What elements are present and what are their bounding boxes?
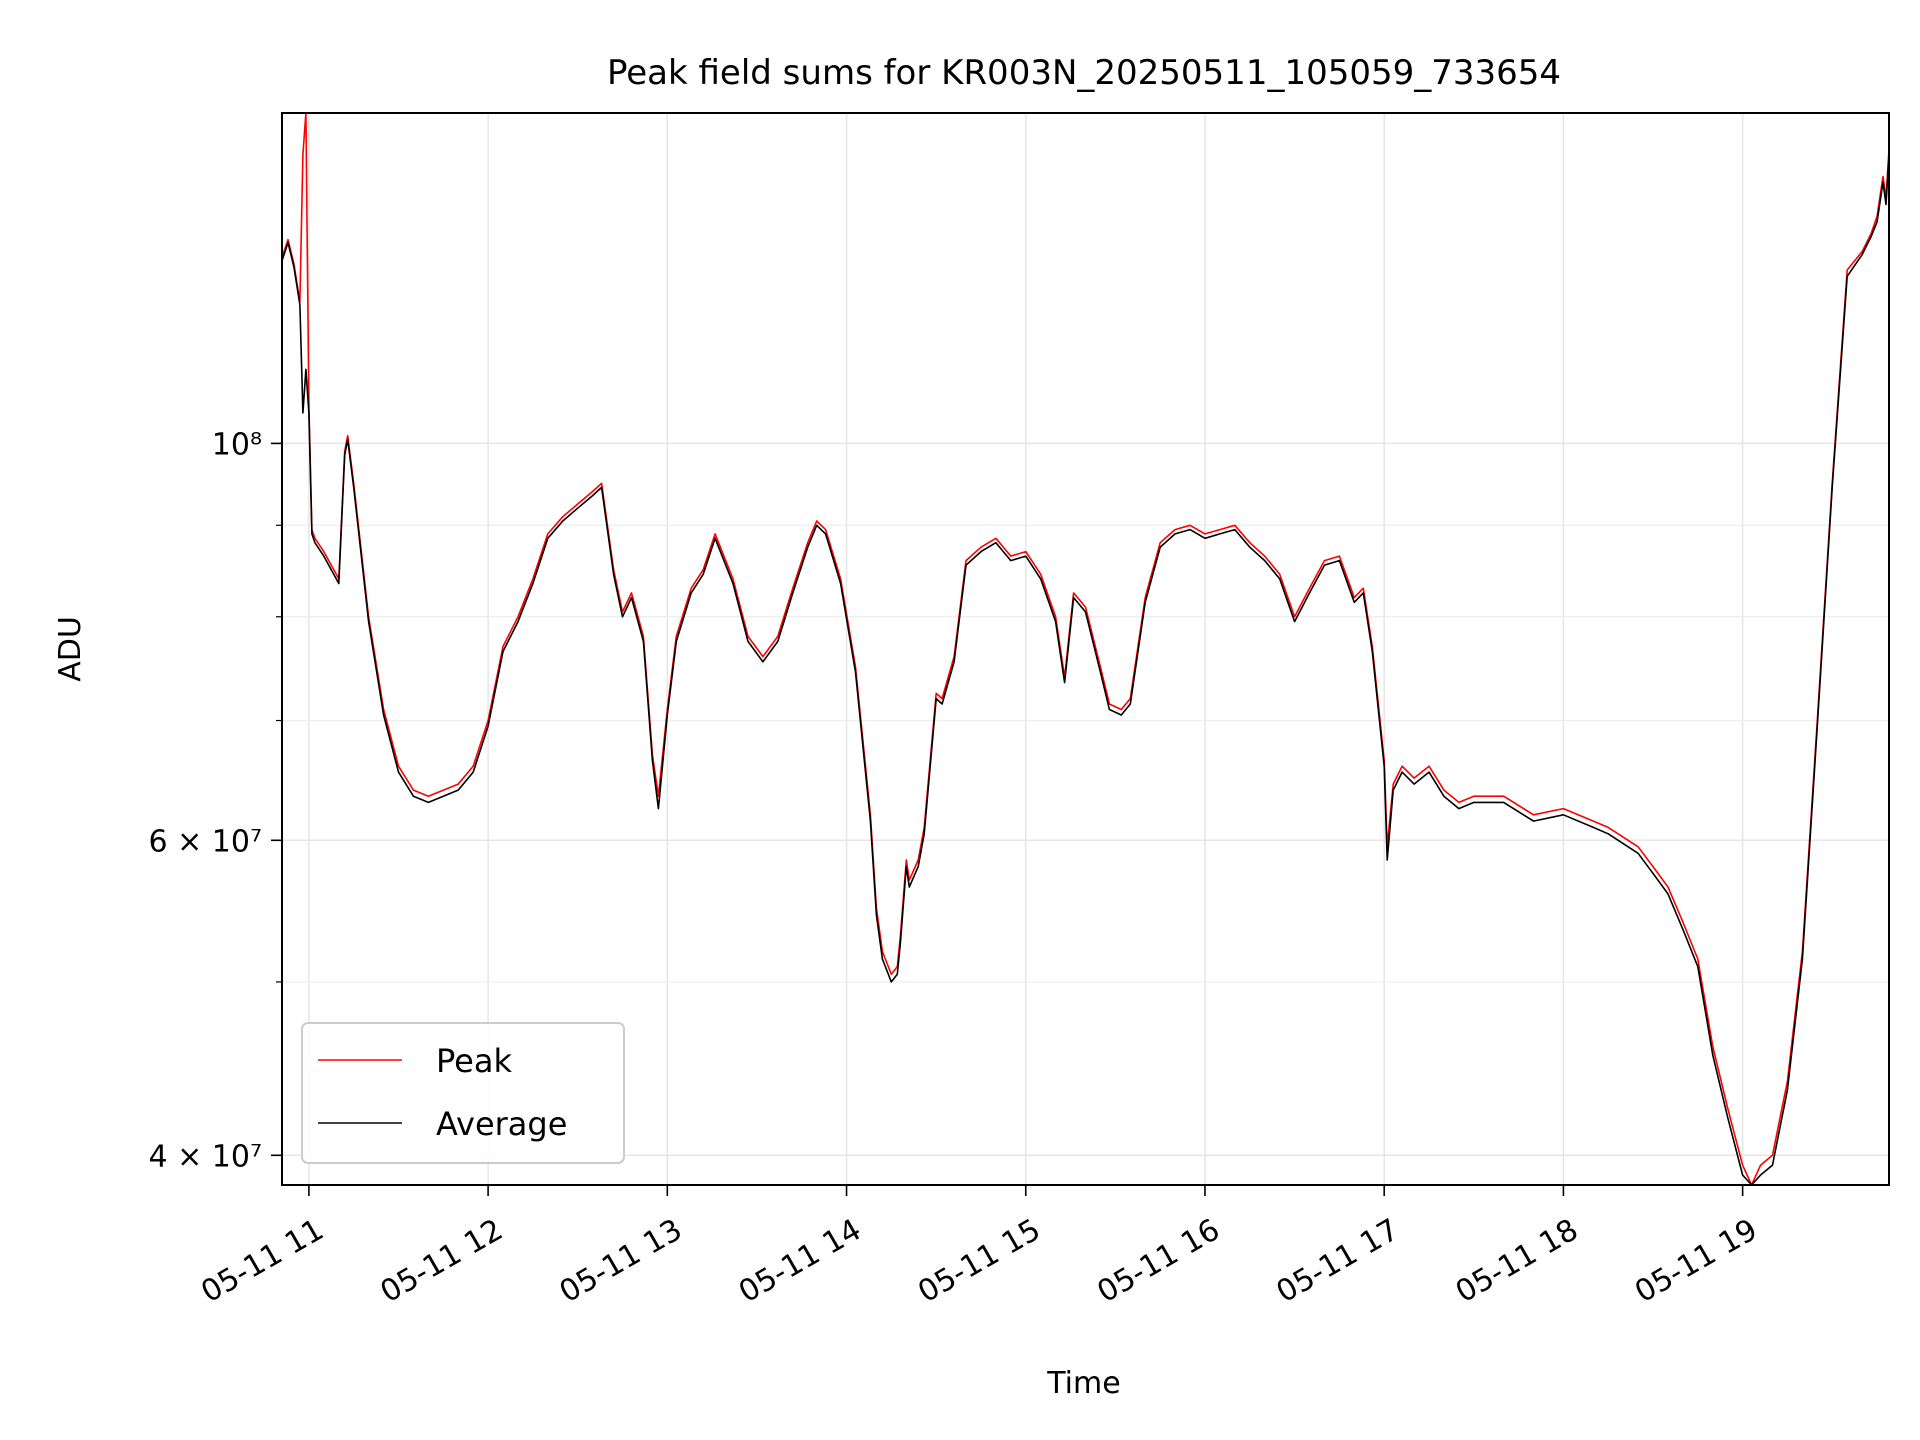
chart-title: Peak field sums for KR003N_20250511_1050… [607, 53, 1561, 93]
series-layer [281, 112, 1890, 1186]
grid [282, 113, 1889, 1185]
y-axis: 4 × 10⁷ 6 × 10⁷ 10⁸ [149, 427, 282, 1174]
y-tick-label: 4 × 10⁷ [149, 1139, 263, 1174]
y-tick-label: 10⁸ [212, 427, 262, 462]
legend: Peak Average [301, 1022, 625, 1164]
y-axis-label: ADU [53, 616, 88, 682]
series-line-peak [281, 112, 1890, 1186]
legend-label-peak: Peak [436, 1042, 512, 1080]
legend-label-average: Average [436, 1105, 567, 1143]
y-tick-label: 6 × 10⁷ [149, 824, 263, 859]
series-line-average [281, 154, 1890, 1186]
x-axis-label: Time [1046, 1366, 1120, 1401]
plot-frame [281, 112, 1890, 1186]
legend-box [301, 1022, 625, 1164]
